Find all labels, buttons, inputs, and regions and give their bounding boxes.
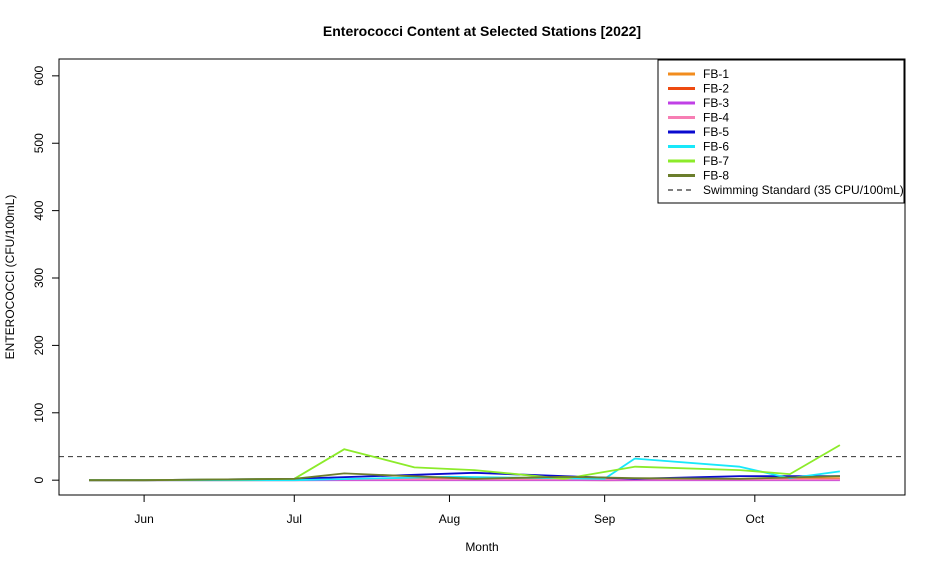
x-tick-label: Jun	[134, 512, 153, 526]
legend-label: Swimming Standard (35 CPU/100mL)	[703, 183, 904, 197]
y-tick-label: 500	[32, 133, 46, 153]
y-tick-label: 600	[32, 66, 46, 86]
legend-box	[657, 59, 905, 204]
y-axis-label: ENTEROCOCCI (CFU/100mL)	[3, 195, 17, 360]
legend-label: FB-2	[703, 82, 729, 96]
legend-label: FB-4	[703, 111, 729, 125]
chart-title: Enterococci Content at Selected Stations…	[323, 23, 641, 39]
legend-label: FB-6	[703, 140, 729, 154]
legend-label: FB-7	[703, 154, 729, 168]
legend: FB-1FB-2FB-3FB-4FB-5FB-6FB-7FB-8Swimming…	[657, 59, 905, 204]
series-line-fb-8	[89, 472, 840, 482]
series-lines	[89, 444, 841, 482]
y-tick-label: 0	[32, 477, 46, 484]
y-tick-label: 100	[32, 402, 46, 422]
x-axis: Jun Jul Aug Sep Oct	[134, 494, 765, 526]
x-tick-label: Sep	[594, 512, 616, 526]
y-tick-label: 300	[32, 268, 46, 288]
x-tick-label: Oct	[745, 512, 764, 526]
y-tick-label: 200	[32, 335, 46, 355]
legend-label: FB-8	[703, 169, 729, 183]
legend-label: FB-3	[703, 96, 729, 110]
y-axis: 0 100 200 300 400 500 600	[32, 66, 60, 484]
series-line-fb-7	[89, 444, 841, 482]
x-tick-label: Aug	[439, 512, 460, 526]
legend-label: FB-5	[703, 125, 729, 139]
legend-label: FB-1	[703, 67, 729, 81]
x-tick-label: Jul	[287, 512, 302, 526]
y-tick-label: 400	[32, 200, 46, 220]
x-axis-label: Month	[465, 540, 498, 554]
